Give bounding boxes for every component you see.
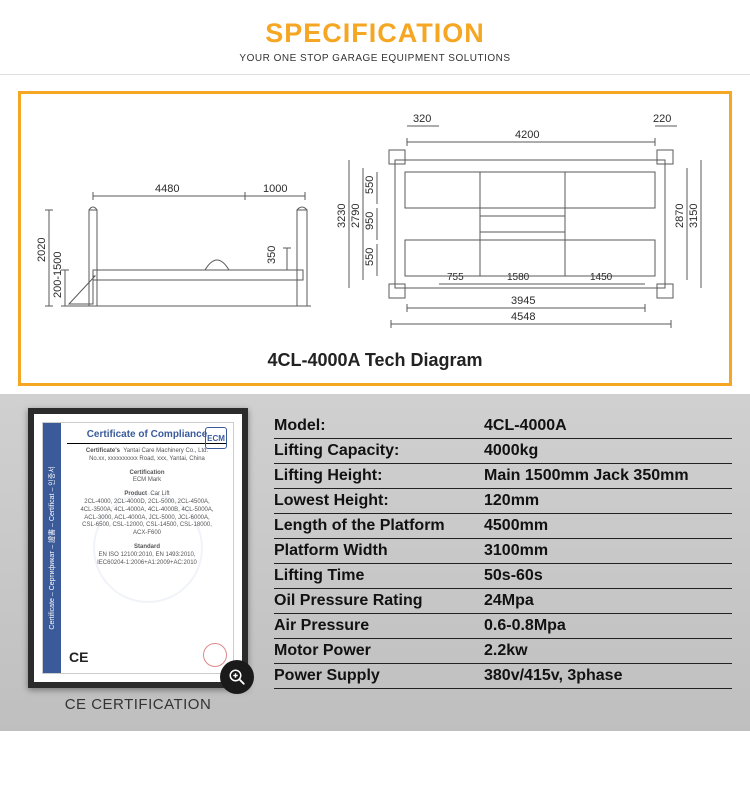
cert-mark-label: Certification bbox=[129, 470, 164, 476]
stamp-icon bbox=[203, 643, 227, 667]
spec-row: Air Pressure 0.6-0.8Mpa bbox=[274, 614, 732, 639]
tech-diagram: 4480 1000 bbox=[35, 108, 715, 338]
spec-value: 4CL-4000A bbox=[484, 417, 732, 435]
cert-mark-value: ECM Mark bbox=[133, 477, 161, 483]
dim-3945: 3945 bbox=[511, 295, 535, 307]
dim-2020: 2020 bbox=[36, 238, 48, 262]
spec-row: Model:4CL-4000A bbox=[274, 414, 732, 439]
spec-label: Air Pressure bbox=[274, 617, 484, 635]
spec-row: Lowest Height:120mm bbox=[274, 489, 732, 514]
spec-value: 4500mm bbox=[484, 517, 732, 535]
seal-watermark bbox=[93, 493, 203, 603]
certificate-column: Certificate – Сертификат – 證書 – Certific… bbox=[18, 408, 258, 713]
dim-1000: 1000 bbox=[263, 183, 287, 195]
spec-value: 0.6-0.8Mpa bbox=[484, 617, 732, 635]
spec-label: Model: bbox=[274, 417, 484, 435]
spec-row: Power Supply380v/415v, 3phase bbox=[274, 664, 732, 689]
spec-row: Length of the Platform4500mm bbox=[274, 514, 732, 539]
dim-1450: 1450 bbox=[590, 272, 613, 283]
cert-holder-label: Certificate's bbox=[86, 448, 120, 454]
dim-950: 950 bbox=[364, 212, 376, 230]
cert-holder-addr: No.xx, xxxxxxxxxx Road, xxx, Yantai, Chi… bbox=[89, 456, 205, 462]
spec-table: Model:4CL-4000ALifting Capacity:4000kgLi… bbox=[274, 408, 732, 713]
diagram-title: 4CL-4000A Tech Diagram bbox=[35, 338, 715, 375]
spec-label: Lowest Height: bbox=[274, 492, 484, 510]
certificate-caption: CE CERTIFICATION bbox=[18, 696, 258, 713]
spec-value: Main 1500mm Jack 350mm bbox=[484, 467, 732, 485]
dim-2790: 2790 bbox=[350, 204, 362, 228]
top-view: 320 4200 220 3230 2790 950 550 550 bbox=[336, 113, 701, 328]
spec-label: Oil Pressure Rating bbox=[274, 592, 484, 610]
spec-label: Lifting Capacity: bbox=[274, 442, 484, 460]
cert-holder-name: Yantai Care Machinery Co., Ltd. bbox=[123, 448, 208, 454]
certificate-image[interactable]: Certificate – Сертификат – 證書 – Certific… bbox=[28, 408, 248, 688]
spec-label: Lifting Time bbox=[274, 567, 484, 585]
spec-label: Length of the Platform bbox=[274, 517, 484, 535]
spec-row: Lifting Capacity:4000kg bbox=[274, 439, 732, 464]
dim-755: 755 bbox=[447, 272, 464, 283]
dim-2870: 2870 bbox=[674, 204, 686, 228]
dim-350: 350 bbox=[266, 246, 278, 264]
spec-label: Lifting Height: bbox=[274, 467, 484, 485]
diagram-panel: 4480 1000 bbox=[18, 91, 732, 386]
spec-value: 380v/415v, 3phase bbox=[484, 667, 732, 685]
dim-4548: 4548 bbox=[511, 311, 535, 323]
spec-section: Certificate – Сертификат – 證書 – Certific… bbox=[0, 394, 750, 731]
dim-550b: 550 bbox=[364, 248, 376, 266]
dim-4480: 4480 bbox=[155, 183, 179, 195]
ecm-logo: ECM bbox=[205, 427, 227, 449]
spec-row: Oil Pressure Rating24Mpa bbox=[274, 589, 732, 614]
spec-row: Motor Power2.2kw bbox=[274, 639, 732, 664]
spec-value: 50s-60s bbox=[484, 567, 732, 585]
spec-value: 3100mm bbox=[484, 542, 732, 560]
ce-mark: CE bbox=[69, 649, 88, 665]
dim-1580: 1580 bbox=[507, 272, 530, 283]
dim-3230: 3230 bbox=[336, 204, 348, 228]
spec-value: 4000kg bbox=[484, 442, 732, 460]
spec-row: Platform Width3100mm bbox=[274, 539, 732, 564]
dim-4200: 4200 bbox=[515, 129, 539, 141]
page-subtitle: YOUR ONE STOP GARAGE EQUIPMENT SOLUTIONS bbox=[0, 53, 750, 64]
magnifier-plus-icon bbox=[228, 668, 246, 686]
side-view: 4480 1000 bbox=[36, 183, 311, 306]
dim-220: 220 bbox=[653, 113, 671, 125]
cert-side-label: Certificate – Сертификат – 證書 – Certific… bbox=[47, 422, 57, 674]
spec-label: Motor Power bbox=[274, 642, 484, 660]
dim-320: 320 bbox=[413, 113, 431, 125]
spec-value: 2.2kw bbox=[484, 642, 732, 660]
spec-row: Lifting Time50s-60s bbox=[274, 564, 732, 589]
page-title: SPECIFICATION bbox=[0, 18, 750, 49]
spec-label: Platform Width bbox=[274, 542, 484, 560]
spec-label: Power Supply bbox=[274, 667, 484, 685]
zoom-button[interactable] bbox=[220, 660, 254, 694]
spec-value: 24Mpa bbox=[484, 592, 732, 610]
dim-550a: 550 bbox=[364, 176, 376, 194]
dim-3150: 3150 bbox=[688, 204, 700, 228]
dim-200-1500: 200-1500 bbox=[52, 252, 64, 299]
cert-heading: Certificate of Compliance bbox=[67, 429, 227, 440]
spec-value: 120mm bbox=[484, 492, 732, 510]
header: SPECIFICATION YOUR ONE STOP GARAGE EQUIP… bbox=[0, 0, 750, 75]
spec-row: Lifting Height:Main 1500mm Jack 350mm bbox=[274, 464, 732, 489]
